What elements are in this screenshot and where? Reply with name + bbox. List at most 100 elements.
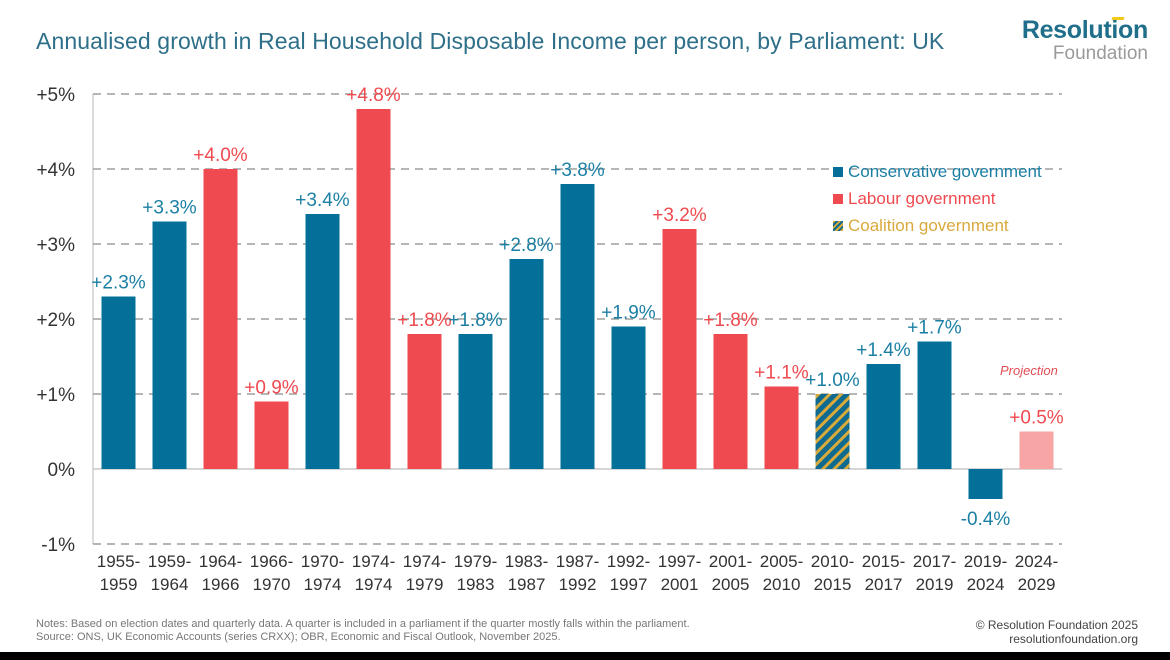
x-tick-label: 2017- — [913, 552, 956, 571]
x-tick-label: 1974 — [355, 575, 393, 594]
x-tick-label: 2015 — [814, 575, 852, 594]
data-label: +1.8% — [448, 310, 503, 331]
x-tick-label: 1966 — [202, 575, 240, 594]
bar-2015-2017 — [866, 364, 901, 469]
x-tick-label: 1964- — [199, 552, 242, 571]
bar-1997-2001 — [662, 229, 697, 469]
data-label: +1.1% — [754, 363, 809, 384]
y-tick-label: +3% — [36, 235, 75, 256]
y-tick-label: 0% — [48, 460, 76, 481]
data-label: +2.8% — [499, 235, 554, 256]
data-label: +0.9% — [244, 378, 299, 399]
bar-2001-2005 — [713, 334, 748, 469]
bar-1959-1964 — [152, 221, 187, 469]
y-axis-ticks: +5% +4% +3% +2% +1% 0% -1% — [36, 85, 75, 556]
data-label: +2.3% — [91, 273, 146, 294]
chart-title: Annualised growth in Real Household Disp… — [36, 28, 945, 54]
bars — [101, 109, 1054, 499]
x-tick-label: 1979- — [454, 552, 497, 571]
x-tick-label: 1970- — [301, 552, 344, 571]
legend-item-labour: Labour government — [833, 185, 1042, 212]
bar-chart: +5% +4% +3% +2% +1% 0% -1% +2.3% +3.3% +4.0% +0.9… — [36, 85, 1064, 594]
data-label: +0.5% — [1009, 408, 1064, 429]
x-tick-label: 2019 — [916, 575, 954, 594]
x-tick-label: 2010- — [811, 552, 854, 571]
x-tick-label: 1974 — [304, 575, 342, 594]
x-tick-label: 2005- — [760, 552, 803, 571]
x-tick-label: 1987 — [508, 575, 546, 594]
coalition-swatch-icon — [833, 220, 843, 231]
x-tick-label: 1959- — [148, 552, 191, 571]
bar-2024-2029 — [1019, 431, 1054, 469]
bar-1966-1970 — [254, 401, 289, 469]
bottom-border — [0, 652, 1170, 660]
conservative-swatch-icon — [833, 166, 843, 177]
bar-1983-1987 — [509, 259, 544, 469]
data-label: +3.3% — [142, 198, 197, 219]
y-tick-label: +5% — [36, 85, 75, 106]
x-tick-label: 1974- — [403, 552, 446, 571]
data-label: +4.8% — [346, 85, 401, 106]
data-label: +1.8% — [703, 310, 758, 331]
data-label: -0.4% — [961, 509, 1011, 530]
x-tick-label: 1987- — [556, 552, 599, 571]
website-link[interactable]: resolutionfoundation.org — [1009, 632, 1138, 646]
x-tick-label: 2010 — [763, 575, 801, 594]
chart-notes: Notes: Based on election dates and quart… — [36, 618, 690, 644]
data-labels: +2.3%+3.3%+4.0%+0.9%+3.4%+4.8%+1.8%+1.8%… — [91, 85, 1064, 530]
data-label: +3.2% — [652, 205, 707, 226]
y-tick-label: +4% — [36, 160, 75, 181]
x-tick-label: 2001- — [709, 552, 752, 571]
x-tick-label: 2005 — [712, 575, 750, 594]
x-tick-label: 1966- — [250, 552, 293, 571]
x-tick-label: 1955- — [97, 552, 140, 571]
x-tick-label: 2019- — [964, 552, 1007, 571]
data-label: +1.8% — [397, 310, 452, 331]
x-tick-label: 2024- — [1015, 552, 1058, 571]
legend-item-coalition: Coalition government — [833, 212, 1042, 239]
copyright: © Resolution Foundation 2025 — [975, 618, 1138, 632]
bar-1964-1966 — [203, 169, 238, 469]
bar-2005-2010 — [764, 386, 799, 469]
source-line: Source: ONS, UK Economic Accounts (serie… — [36, 631, 561, 643]
x-tick-label: 2017 — [865, 575, 903, 594]
labour-swatch-icon — [833, 193, 843, 204]
bar-1979-1983 — [458, 334, 493, 469]
x-tick-label: 2015- — [862, 552, 905, 571]
x-tick-label: 1959 — [100, 575, 138, 594]
legend-label: Coalition government — [848, 216, 1009, 235]
y-tick-label: +2% — [36, 310, 75, 331]
data-label: +3.8% — [550, 160, 605, 181]
x-tick-label: 1992- — [607, 552, 650, 571]
bar-2010-2015 — [815, 394, 850, 469]
credits: © Resolution Foundation 2025 resolutionf… — [976, 618, 1138, 646]
projection-annotation: Projection — [1000, 363, 1058, 378]
x-tick-label: 2001 — [661, 575, 699, 594]
x-tick-label: 1970 — [253, 575, 291, 594]
legend: Conservative government Labour governmen… — [833, 158, 1042, 239]
x-tick-label: 1979 — [406, 575, 444, 594]
logo-line-2: Foundation — [1052, 43, 1148, 64]
bar-2019-2024 — [968, 469, 1003, 499]
bar-1974-1974 — [356, 109, 391, 469]
legend-label: Conservative government — [848, 162, 1042, 181]
x-tick-label: 1964 — [151, 575, 189, 594]
data-label: +1.9% — [601, 303, 656, 324]
logo-line-1: Resolution — [1021, 16, 1148, 44]
x-tick-label: 2029 — [1018, 575, 1056, 594]
x-tick-label: 1983 — [457, 575, 495, 594]
bar-1987-1992 — [560, 184, 595, 469]
data-label: +1.0% — [805, 370, 860, 391]
x-tick-label: 1992 — [559, 575, 597, 594]
bar-1970-1974 — [305, 214, 340, 469]
legend-item-conservative: Conservative government — [833, 158, 1042, 185]
x-tick-label: 1997- — [658, 552, 701, 571]
bar-1992-1997 — [611, 326, 646, 469]
x-tick-label: 2024 — [967, 575, 1005, 594]
data-label: +3.4% — [295, 190, 350, 211]
bar-1974-1979 — [407, 334, 442, 469]
data-label: +4.0% — [193, 145, 248, 166]
legend-label: Labour government — [848, 189, 996, 208]
notes-line: Notes: Based on election dates and quart… — [36, 618, 690, 630]
y-tick-label: +1% — [36, 385, 75, 406]
